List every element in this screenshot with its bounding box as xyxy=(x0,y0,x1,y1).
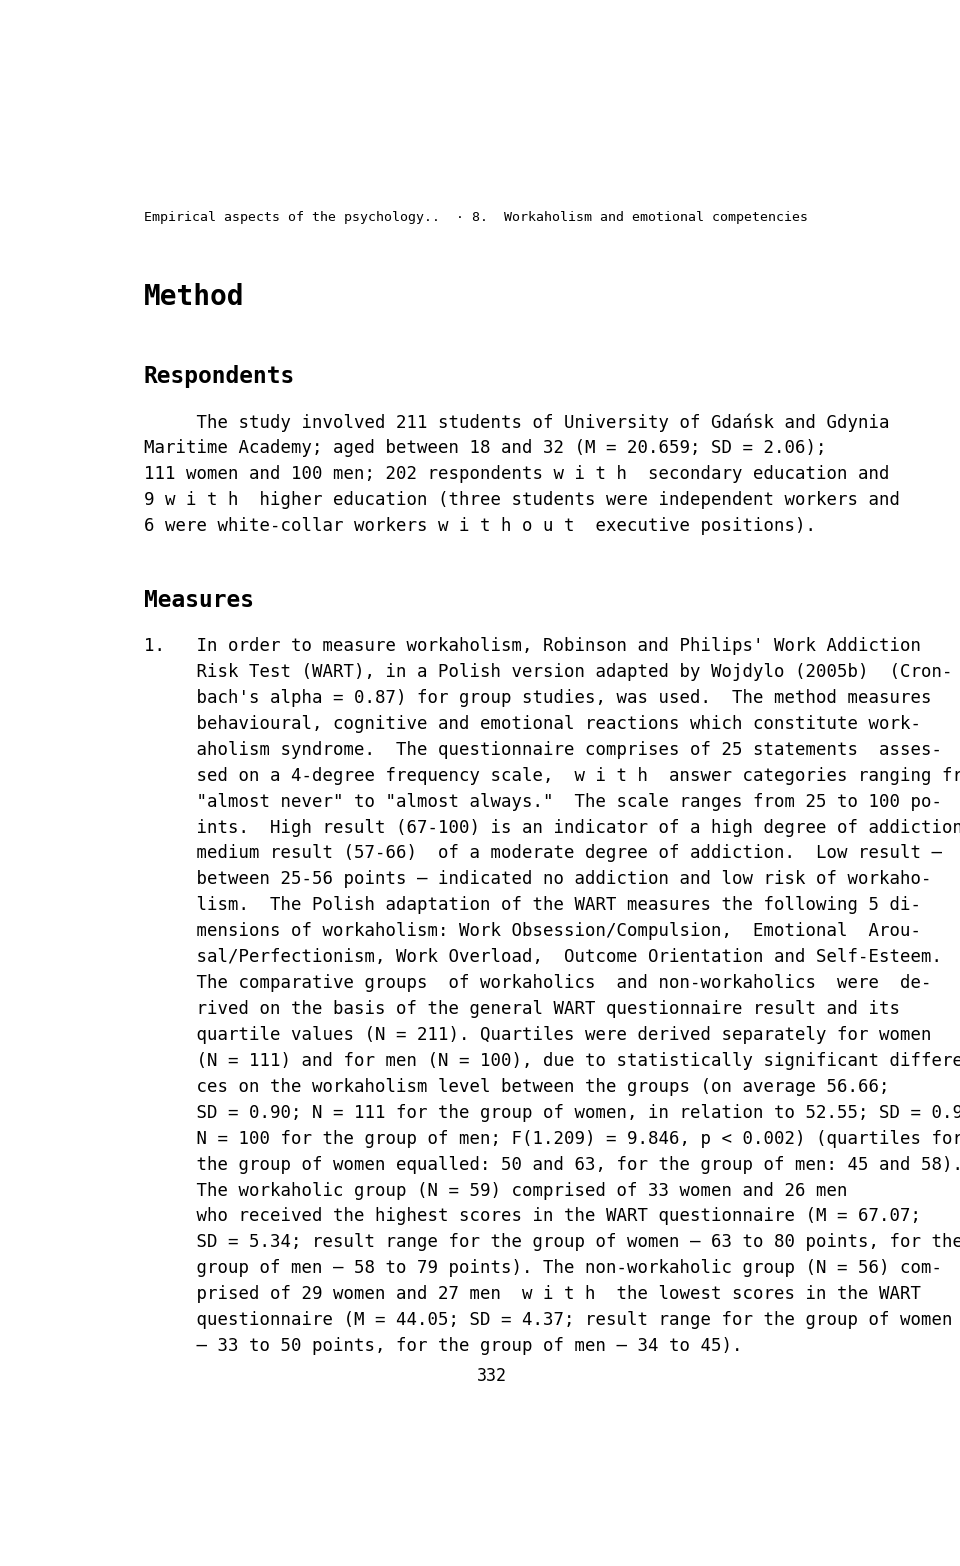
Text: ces on the workaholism level between the groups (on average 56.66;: ces on the workaholism level between the… xyxy=(144,1077,889,1096)
Text: Respondents: Respondents xyxy=(144,365,295,388)
Text: Measures: Measures xyxy=(144,589,253,612)
Text: ints.  High result (67-100) is an indicator of a high degree of addiction,: ints. High result (67-100) is an indicat… xyxy=(144,819,960,836)
Text: the group of women equalled: 50 and 63, for the group of men: 45 and 58).: the group of women equalled: 50 and 63, … xyxy=(144,1156,960,1173)
Text: The comparative groups  of workaholics  and non-workaholics  were  de-: The comparative groups of workaholics an… xyxy=(144,974,931,993)
Text: The study involved 211 students of University of Gdańsk and Gdynia: The study involved 211 students of Unive… xyxy=(144,413,889,432)
Text: SD = 5.34; result range for the group of women — 63 to 80 points, for the: SD = 5.34; result range for the group of… xyxy=(144,1234,960,1251)
Text: Method: Method xyxy=(144,283,244,312)
Text: SD = 0.90; N = 111 for the group of women, in relation to 52.55; SD = 0.9;: SD = 0.90; N = 111 for the group of wome… xyxy=(144,1104,960,1121)
Text: behavioural, cognitive and emotional reactions which constitute work-: behavioural, cognitive and emotional rea… xyxy=(144,714,921,733)
Text: 111 women and 100 men; 202 respondents w i t h  secondary education and: 111 women and 100 men; 202 respondents w… xyxy=(144,465,889,484)
Text: 1.   In order to measure workaholism, Robinson and Philips' Work Addiction: 1. In order to measure workaholism, Robi… xyxy=(144,637,921,655)
Text: rived on the basis of the general WART questionnaire result and its: rived on the basis of the general WART q… xyxy=(144,1001,900,1018)
Text: (N = 111) and for men (N = 100), due to statistically significant differen-: (N = 111) and for men (N = 100), due to … xyxy=(144,1052,960,1070)
Text: 6 were white-collar workers w i t h o u t  executive positions).: 6 were white-collar workers w i t h o u … xyxy=(144,517,816,536)
Text: medium result (57-66)  of a moderate degree of addiction.  Low result —: medium result (57-66) of a moderate degr… xyxy=(144,844,942,863)
Text: sal/Perfectionism, Work Overload,  Outcome Orientation and Self-Esteem.: sal/Perfectionism, Work Overload, Outcom… xyxy=(144,947,942,966)
Text: "almost never" to "almost always."  The scale ranges from 25 to 100 po-: "almost never" to "almost always." The s… xyxy=(144,792,942,811)
Text: 332: 332 xyxy=(477,1367,507,1386)
Text: mensions of workaholism: Work Obsession/Compulsion,  Emotional  Arou-: mensions of workaholism: Work Obsession/… xyxy=(144,922,921,940)
Text: Risk Test (WART), in a Polish version adapted by Wojdylo (2005b)  (Cron-: Risk Test (WART), in a Polish version ad… xyxy=(144,662,952,681)
Text: Maritime Academy; aged between 18 and 32 (M = 20.659; SD = 2.06);: Maritime Academy; aged between 18 and 32… xyxy=(144,440,827,457)
Text: prised of 29 women and 27 men  w i t h  the lowest scores in the WART: prised of 29 women and 27 men w i t h th… xyxy=(144,1286,921,1303)
Text: lism.  The Polish adaptation of the WART measures the following 5 di-: lism. The Polish adaptation of the WART … xyxy=(144,896,921,915)
Text: sed on a 4-degree frequency scale,  w i t h  answer categories ranging from: sed on a 4-degree frequency scale, w i t… xyxy=(144,767,960,785)
Text: 9 w i t h  higher education (three students were independent workers and: 9 w i t h higher education (three studen… xyxy=(144,492,900,509)
Text: group of men — 58 to 79 points). The non-workaholic group (N = 56) com-: group of men — 58 to 79 points). The non… xyxy=(144,1259,942,1278)
Text: who received the highest scores in the WART questionnaire (M = 67.07;: who received the highest scores in the W… xyxy=(144,1207,921,1226)
Text: between 25-56 points — indicated no addiction and low risk of workaho-: between 25-56 points — indicated no addi… xyxy=(144,871,931,888)
Text: Empirical aspects of the psychology..  · 8.  Workaholism and emotional competenc: Empirical aspects of the psychology.. · … xyxy=(144,211,807,224)
Text: aholism syndrome.  The questionnaire comprises of 25 statements  asses-: aholism syndrome. The questionnaire comp… xyxy=(144,741,942,760)
Text: quartile values (N = 211). Quartiles were derived separately for women: quartile values (N = 211). Quartiles wer… xyxy=(144,1026,931,1045)
Text: The workaholic group (N = 59) comprised of 33 women and 26 men: The workaholic group (N = 59) comprised … xyxy=(144,1181,848,1200)
Text: questionnaire (M = 44.05; SD = 4.37; result range for the group of women: questionnaire (M = 44.05; SD = 4.37; res… xyxy=(144,1311,952,1330)
Text: N = 100 for the group of men; F(1.209) = 9.846, p < 0.002) (quartiles for: N = 100 for the group of men; F(1.209) =… xyxy=(144,1129,960,1148)
Text: — 33 to 50 points, for the group of men — 34 to 45).: — 33 to 50 points, for the group of men … xyxy=(144,1337,742,1355)
Text: bach's alpha = 0.87) for group studies, was used.  The method measures: bach's alpha = 0.87) for group studies, … xyxy=(144,689,931,706)
